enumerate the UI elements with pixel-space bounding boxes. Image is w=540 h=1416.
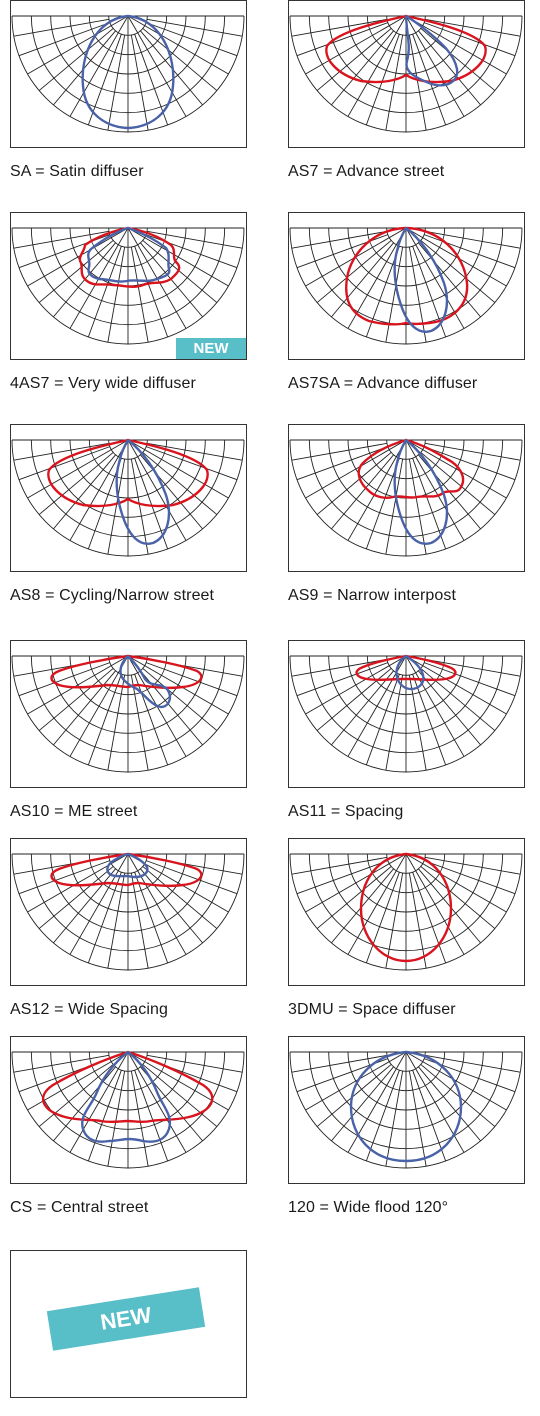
grid-radial bbox=[418, 869, 480, 943]
grid-radial bbox=[421, 1064, 495, 1126]
polar-diagram bbox=[11, 839, 246, 985]
polar-diagram bbox=[289, 213, 524, 359]
polar-grid bbox=[12, 1052, 244, 1168]
diagram-caption: AS12 = Wide Spacing bbox=[10, 1001, 168, 1019]
diagram-caption: CS = Central street bbox=[10, 1199, 148, 1217]
grid-radial bbox=[331, 31, 393, 105]
grid-radial bbox=[418, 671, 480, 745]
grid-radial bbox=[331, 243, 393, 317]
diagram-caption: AS7 = Advance street bbox=[288, 163, 444, 181]
grid-radial bbox=[140, 869, 202, 943]
polar-diagram-frame bbox=[10, 1036, 247, 1184]
polar-grid bbox=[12, 656, 244, 772]
diagram-caption: AS10 = ME street bbox=[10, 803, 137, 821]
grid-radial bbox=[39, 240, 113, 302]
grid-radial bbox=[39, 866, 113, 928]
polar-diagram bbox=[289, 425, 524, 571]
grid-radial bbox=[331, 869, 393, 943]
polar-diagram bbox=[289, 1037, 524, 1183]
diagram-caption: AS8 = Cycling/Narrow street bbox=[10, 587, 214, 605]
grid-radial bbox=[317, 240, 391, 302]
grid-radial bbox=[143, 240, 217, 302]
grid-radial bbox=[53, 671, 115, 745]
polar-diagram bbox=[11, 641, 246, 787]
polar-diagram bbox=[289, 839, 524, 985]
polar-diagram bbox=[11, 1, 246, 147]
grid-radial bbox=[53, 455, 115, 529]
polar-diagram-frame bbox=[288, 212, 525, 360]
grid-radial bbox=[421, 668, 495, 730]
polar-diagram-frame bbox=[10, 640, 247, 788]
grid-radial bbox=[143, 28, 217, 90]
grid-radial bbox=[317, 668, 391, 730]
grid-radial bbox=[317, 866, 391, 928]
grid-radial bbox=[421, 866, 495, 928]
grid-radial bbox=[421, 452, 495, 514]
diagram-caption: AS7SA = Advance diffuser bbox=[288, 375, 477, 393]
grid-radial bbox=[331, 455, 393, 529]
red-distribution-curve bbox=[346, 228, 467, 324]
polar-diagram-frame bbox=[288, 838, 525, 986]
new-product-frame: NEW bbox=[10, 1250, 247, 1398]
polar-diagram-frame bbox=[288, 0, 525, 148]
diagram-caption: SA = Satin diffuser bbox=[10, 163, 144, 181]
diagram-caption: AS9 = Narrow interpost bbox=[288, 587, 456, 605]
new-badge: NEW bbox=[47, 1287, 205, 1351]
grid-radial bbox=[317, 1064, 391, 1126]
grid-radial bbox=[418, 243, 480, 317]
polar-diagram bbox=[11, 425, 246, 571]
polar-diagram-frame bbox=[288, 424, 525, 572]
grid-radial bbox=[331, 671, 393, 745]
polar-diagram bbox=[289, 1, 524, 147]
grid-radial bbox=[39, 668, 113, 730]
grid-radial bbox=[421, 240, 495, 302]
blue-distribution-curve bbox=[82, 1052, 170, 1142]
polar-grid bbox=[290, 1052, 522, 1168]
new-badge: NEW bbox=[176, 338, 246, 359]
polar-grid bbox=[290, 854, 522, 970]
polar-grid bbox=[12, 16, 244, 132]
diagram-caption: 4AS7 = Very wide diffuser bbox=[10, 375, 196, 393]
polar-diagram-frame bbox=[288, 640, 525, 788]
grid-radial bbox=[140, 455, 202, 529]
polar-diagram-frame bbox=[10, 0, 247, 148]
diagram-caption: AS11 = Spacing bbox=[288, 803, 403, 821]
grid-radial bbox=[39, 28, 113, 90]
polar-diagram-frame bbox=[10, 838, 247, 986]
grid-radial bbox=[317, 452, 391, 514]
grid-radial bbox=[143, 668, 217, 730]
diagram-caption: 3DMU = Space diffuser bbox=[288, 1001, 456, 1019]
grid-radial bbox=[53, 869, 115, 943]
grid-radial bbox=[143, 866, 217, 928]
grid-radial bbox=[418, 1067, 480, 1141]
polar-grid bbox=[290, 228, 522, 344]
polar-grid bbox=[12, 854, 244, 970]
polar-diagram-frame bbox=[288, 1036, 525, 1184]
blue-distribution-curve bbox=[395, 228, 447, 332]
polar-diagram-frame: NEW bbox=[10, 212, 247, 360]
blue-distribution-curve bbox=[117, 440, 169, 544]
red-distribution-curve bbox=[52, 854, 202, 886]
diagram-caption: 120 = Wide flood 120° bbox=[288, 1199, 448, 1217]
polar-diagram-frame bbox=[10, 424, 247, 572]
polar-diagram bbox=[289, 641, 524, 787]
grid-radial bbox=[331, 1067, 393, 1141]
polar-diagram bbox=[11, 1037, 246, 1183]
grid-radial bbox=[418, 31, 480, 105]
polar-grid bbox=[290, 656, 522, 772]
